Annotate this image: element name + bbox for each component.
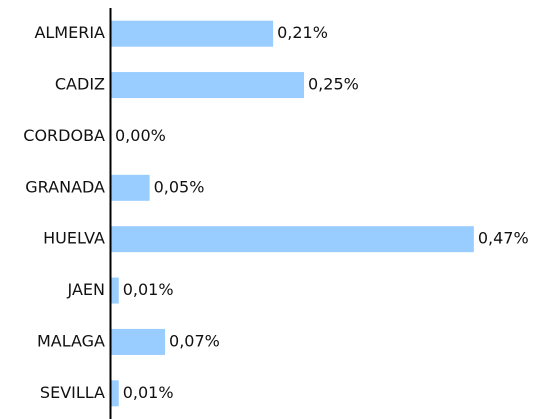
y-tick-label: HUELVA xyxy=(43,229,105,248)
bar xyxy=(111,20,274,47)
bar xyxy=(111,174,150,201)
value-label: 0,07% xyxy=(169,331,220,350)
value-label: 0,25% xyxy=(308,75,359,94)
bar xyxy=(111,328,166,355)
bar xyxy=(111,277,119,304)
y-tick-label: ALMERIA xyxy=(34,23,105,42)
value-label: 0,00% xyxy=(115,126,166,145)
y-tick-label: SEVILLA xyxy=(40,383,105,402)
bar xyxy=(111,72,304,99)
value-label: 0,01% xyxy=(123,280,174,299)
y-tick-label: JAEN xyxy=(67,280,105,299)
bar xyxy=(111,380,119,407)
value-label: 0,21% xyxy=(277,23,328,42)
bar xyxy=(111,226,474,253)
value-label: 0,01% xyxy=(123,383,174,402)
value-label: 0,47% xyxy=(478,229,529,248)
y-tick-label: GRANADA xyxy=(25,177,105,196)
y-tick-label: MALAGA xyxy=(37,331,105,350)
value-label: 0,05% xyxy=(154,177,205,196)
y-tick-label: CADIZ xyxy=(55,75,105,94)
y-tick-label: CORDOBA xyxy=(23,126,105,145)
